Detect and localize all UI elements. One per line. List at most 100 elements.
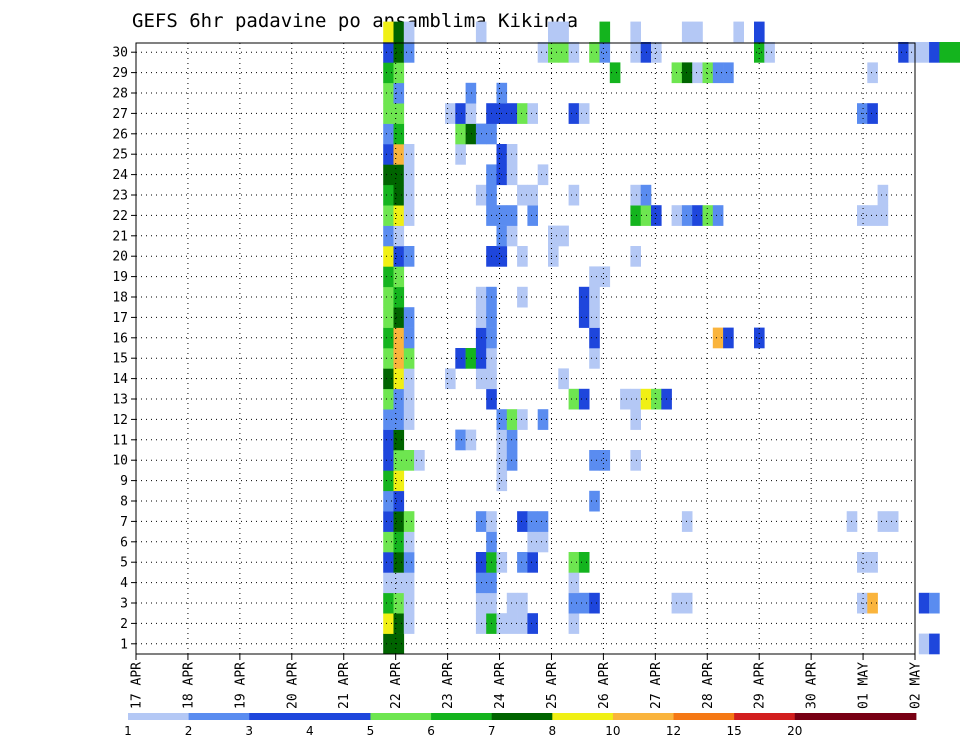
heatmap-cell <box>589 450 600 471</box>
heatmap-cell <box>857 103 868 124</box>
y-tick-label: 20 <box>112 250 128 265</box>
heatmap-cell <box>383 164 394 186</box>
legend-swatch <box>188 713 250 720</box>
legend-label: 5 <box>367 724 375 738</box>
heatmap-cell <box>630 21 641 43</box>
heatmap-cell <box>403 42 415 63</box>
heatmap-cell <box>403 511 415 532</box>
heatmap-cell <box>383 450 394 471</box>
heatmap-cell <box>403 327 415 349</box>
heatmap-cell <box>403 450 415 471</box>
x-tick-label: 23 APR <box>441 662 456 709</box>
heatmap-cell <box>517 613 528 634</box>
heatmap-cell <box>383 266 394 288</box>
heatmap-cell <box>383 572 394 594</box>
heatmap-cell <box>517 103 528 124</box>
heatmap-cell <box>517 409 528 430</box>
heatmap-cell <box>445 103 456 124</box>
heatmap-cell <box>383 123 394 145</box>
heatmap-cell <box>465 103 477 124</box>
y-tick-label: 1 <box>120 637 128 652</box>
heatmap-cell <box>578 388 590 410</box>
heatmap-cell <box>383 613 394 634</box>
heatmap-cell <box>630 409 641 430</box>
legend-swatch <box>491 713 553 720</box>
heatmap-cell <box>383 144 394 165</box>
y-tick-label: 4 <box>120 576 128 591</box>
heatmap-cell <box>403 552 415 573</box>
heatmap-cell <box>506 225 518 247</box>
heatmap-cell <box>455 123 466 145</box>
legend-swatch <box>128 713 190 720</box>
y-tick-label: 28 <box>112 87 128 102</box>
y-axis-ticks: 1234567891011121314151617181920212223242… <box>112 46 136 652</box>
x-tick-label: 17 APR <box>130 662 145 709</box>
heatmap-cell <box>558 21 569 43</box>
heatmap-cell <box>877 205 889 226</box>
heatmap-cell <box>589 307 600 328</box>
heatmap-cell <box>548 246 559 267</box>
heatmap-cell <box>393 123 405 145</box>
legend-swatch <box>309 713 371 720</box>
heatmap-cell <box>465 429 477 451</box>
heatmap-cell <box>506 450 518 471</box>
heatmap-cell <box>589 286 600 308</box>
heatmap-cell <box>548 42 559 63</box>
heatmap-cell <box>537 42 549 63</box>
y-tick-label: 11 <box>112 433 128 448</box>
heatmap-cell <box>609 62 621 84</box>
x-axis-ticks: 17 APR 18 APR 19 APR 20 APR 21 APR 22 APR 23 A… <box>130 654 924 709</box>
legend-label: 12 <box>666 724 681 738</box>
x-tick-label: 21 APR <box>337 662 352 709</box>
y-tick-label: 17 <box>112 311 128 326</box>
legend-swatch <box>552 713 614 720</box>
heatmap-cell <box>537 531 549 553</box>
y-tick-label: 7 <box>120 515 128 530</box>
heatmap-cell <box>517 184 528 206</box>
heatmap-cell <box>393 225 405 247</box>
heatmap-cell <box>506 613 518 634</box>
heatmap-cell <box>403 409 415 430</box>
heatmap-cell <box>393 144 405 165</box>
heatmap-cell <box>383 225 394 247</box>
heatmap-cell <box>465 123 477 145</box>
y-tick-label: 29 <box>112 66 128 81</box>
heatmap-cell <box>867 552 878 573</box>
heatmap-cell <box>403 368 415 390</box>
y-tick-label: 8 <box>120 495 128 510</box>
x-tick-label: 28 APR <box>701 662 716 709</box>
heatmap-cell <box>681 205 693 226</box>
heatmap-cell <box>506 144 518 165</box>
heatmap-cell <box>445 368 456 390</box>
heatmap-cell <box>403 572 415 594</box>
heatmap-cell <box>393 205 405 226</box>
heatmap-cell <box>681 592 693 614</box>
y-tick-label: 2 <box>120 617 128 632</box>
heatmap-cell <box>548 21 559 43</box>
heatmap-cell <box>383 552 394 573</box>
legend-swatch <box>431 713 493 720</box>
x-tick-label: 01 MAY <box>857 662 872 709</box>
heatmap-cell <box>867 103 878 124</box>
heatmap-cell <box>393 592 405 614</box>
y-tick-label: 6 <box>120 535 128 550</box>
heatmap-cell <box>589 266 600 288</box>
x-tick-label: 27 APR <box>649 662 664 709</box>
heatmap-cell <box>393 450 405 471</box>
heatmap-cell <box>918 592 930 614</box>
heatmap-cell <box>455 144 466 165</box>
heatmap-cell <box>589 348 600 369</box>
y-tick-label: 16 <box>112 331 128 346</box>
heatmap-cell <box>712 62 724 84</box>
heatmap-cell <box>568 184 580 206</box>
heatmap-cell <box>702 205 714 226</box>
heatmap-cell <box>527 613 538 634</box>
heatmap-cell <box>754 42 765 63</box>
heatmap-cell <box>393 368 405 390</box>
legend-label: 8 <box>548 724 556 738</box>
heatmap-cell <box>527 103 538 124</box>
heatmap-cell <box>918 633 930 655</box>
x-tick-label: 18 APR <box>181 662 196 709</box>
heatmap-cell <box>702 62 714 84</box>
